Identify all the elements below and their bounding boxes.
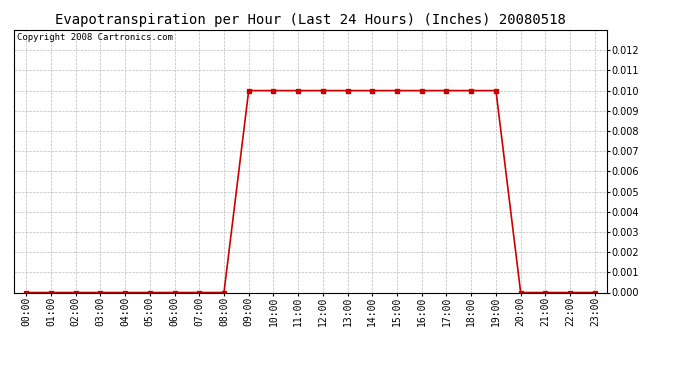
Title: Evapotranspiration per Hour (Last 24 Hours) (Inches) 20080518: Evapotranspiration per Hour (Last 24 Hou…: [55, 13, 566, 27]
Text: Copyright 2008 Cartronics.com: Copyright 2008 Cartronics.com: [17, 33, 172, 42]
